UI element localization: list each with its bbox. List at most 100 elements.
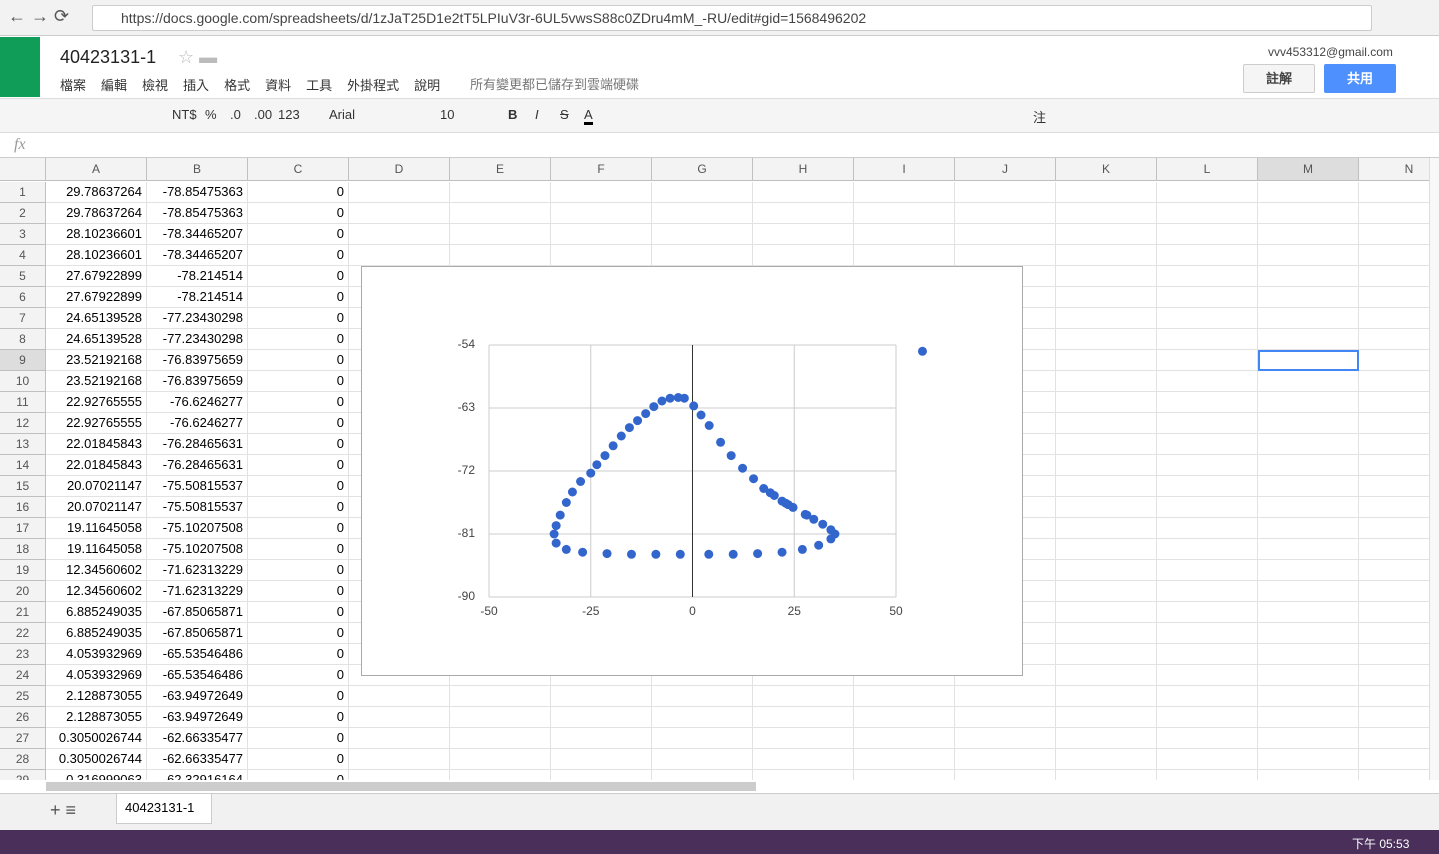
cell: 29.78637264 — [46, 182, 147, 203]
cell: 28.10236601 — [46, 245, 147, 266]
cell — [1157, 392, 1258, 413]
cell — [1359, 308, 1429, 329]
cell: -62.32916164 — [147, 770, 248, 780]
menu-item[interactable]: 檔案 — [60, 78, 87, 93]
cell — [551, 203, 652, 224]
cell — [652, 749, 753, 770]
tool-strike[interactable]: S — [560, 107, 569, 122]
point — [738, 463, 748, 473]
sheets-logo[interactable] — [0, 37, 40, 97]
tool-currency[interactable]: NT$ — [172, 107, 197, 122]
toolbar — [0, 98, 1439, 133]
cell — [1258, 497, 1359, 518]
star-folder[interactable]: ☆ ▬ — [178, 47, 218, 67]
cell: -76.83975659 — [147, 371, 248, 392]
cell: 0 — [248, 539, 349, 560]
column-header: K — [1056, 158, 1157, 181]
menu-item[interactable]: 工具 — [306, 78, 333, 93]
add-sheet[interactable]: + ≡ — [50, 800, 77, 820]
cell — [955, 728, 1056, 749]
cell — [1056, 539, 1157, 560]
cell — [955, 770, 1056, 780]
cell — [450, 686, 551, 707]
tool-italic[interactable]: I — [535, 107, 539, 122]
point — [704, 421, 714, 430]
column-header: F — [551, 158, 652, 181]
cell — [652, 245, 753, 266]
menu-item[interactable]: 格式 — [224, 78, 251, 93]
cell: 0 — [248, 371, 349, 392]
row-header: 27 — [0, 728, 46, 749]
account[interactable]: vvv453312@gmail.com — [1268, 45, 1393, 59]
cell: -76.83975659 — [147, 350, 248, 371]
nav-buttons[interactable]: ← → ⟳ — [8, 6, 70, 26]
cell — [1359, 203, 1429, 224]
tool-decimal[interactable]: .0 — [230, 107, 241, 122]
v-scrollbar[interactable] — [1429, 158, 1439, 780]
doc-title[interactable]: 40423131-1 — [60, 47, 157, 67]
tool-font[interactable]: Arial — [329, 107, 356, 122]
sheet-tab[interactable]: 40423131-1 — [116, 794, 212, 824]
cell — [1359, 623, 1429, 644]
cell: 27.67922899 — [46, 287, 147, 308]
cell — [450, 182, 551, 203]
tool-percent[interactable]: % — [205, 107, 217, 122]
address-bar[interactable]: https://docs.google.com/spreadsheets/d/1… — [92, 5, 1372, 31]
cell — [1056, 287, 1157, 308]
cell: -76.6246277 — [147, 392, 248, 413]
clock: 下午 05:53 — [1352, 837, 1410, 851]
cell — [854, 749, 955, 770]
cell — [1258, 539, 1359, 560]
point — [726, 451, 736, 461]
cell — [753, 770, 854, 780]
menu-item[interactable]: 資料 — [265, 78, 292, 93]
cell: -78.214514 — [147, 266, 248, 287]
menu-item[interactable]: 外掛程式 — [347, 78, 400, 93]
cell: -76.28465631 — [147, 455, 248, 476]
h-scrollbar[interactable] — [46, 782, 756, 791]
tool-input[interactable]: 注 — [1033, 110, 1047, 125]
cell — [1056, 203, 1157, 224]
tool-formats[interactable]: 123 — [278, 107, 300, 122]
cell: -76.28465631 — [147, 434, 248, 455]
tool-text-color[interactable]: A — [584, 107, 593, 125]
cell — [450, 728, 551, 749]
menu-item[interactable]: 檢視 — [142, 78, 169, 93]
cell — [955, 707, 1056, 728]
tool-font-size[interactable]: 10 — [440, 107, 455, 122]
row-header: 22 — [0, 623, 46, 644]
cell: 0 — [248, 245, 349, 266]
cell: -63.94972649 — [147, 686, 248, 707]
cell: -77.23430298 — [147, 308, 248, 329]
cell — [1157, 287, 1258, 308]
cell: 22.01845843 — [46, 434, 147, 455]
cell — [349, 686, 450, 707]
cell — [1359, 665, 1429, 686]
cell — [349, 245, 450, 266]
cell — [349, 707, 450, 728]
cell — [1157, 497, 1258, 518]
cell: -71.62313229 — [147, 581, 248, 602]
cell — [1258, 455, 1359, 476]
cell — [753, 707, 854, 728]
cell — [1258, 182, 1359, 203]
tool-decimal[interactable]: .00 — [254, 107, 273, 122]
menu-item[interactable]: 編輯 — [101, 78, 128, 93]
tool-bold[interactable]: B — [508, 107, 518, 122]
share-button[interactable]: 共用 — [1324, 64, 1396, 93]
row-header: 26 — [0, 707, 46, 728]
menu-item[interactable]: 說明 — [414, 78, 441, 93]
cell — [854, 686, 955, 707]
menu-item[interactable]: 插入 — [183, 78, 210, 93]
column-header: I — [854, 158, 955, 181]
point — [679, 393, 689, 403]
point — [551, 538, 561, 548]
cell — [753, 728, 854, 749]
comment-button[interactable]: 註解 — [1243, 64, 1315, 93]
cell — [1157, 581, 1258, 602]
x-tick-label: -50 — [480, 604, 498, 618]
cell — [1258, 245, 1359, 266]
cell — [1359, 392, 1429, 413]
cell: 0 — [248, 350, 349, 371]
cell: 0 — [248, 476, 349, 497]
